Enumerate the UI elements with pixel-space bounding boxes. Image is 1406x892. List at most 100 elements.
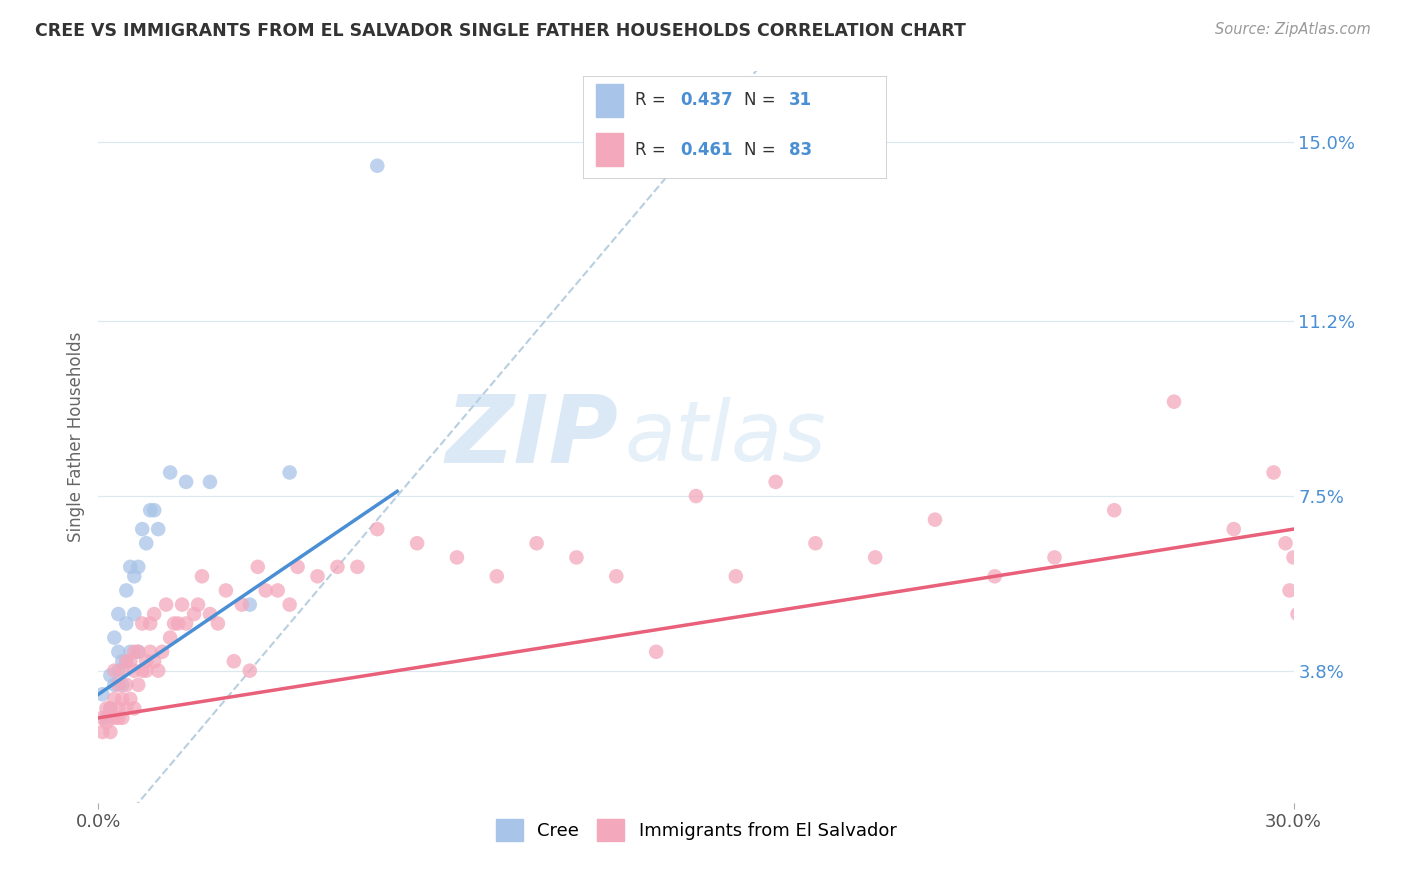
Legend: Cree, Immigrants from El Salvador: Cree, Immigrants from El Salvador — [488, 812, 904, 848]
Point — [366, 159, 388, 173]
Point — [155, 598, 177, 612]
Point — [135, 654, 157, 668]
Point — [254, 583, 277, 598]
Point — [120, 645, 142, 659]
Point — [366, 522, 388, 536]
Point — [167, 616, 190, 631]
Point — [191, 569, 214, 583]
Point — [1274, 536, 1296, 550]
Point — [120, 559, 142, 574]
Point — [91, 687, 114, 701]
Point — [187, 598, 209, 612]
Point — [159, 631, 181, 645]
Point — [131, 664, 153, 678]
Point — [1286, 607, 1309, 621]
Point — [174, 475, 197, 489]
Point — [724, 569, 747, 583]
Point — [984, 569, 1007, 583]
Point — [111, 654, 134, 668]
Point — [124, 569, 146, 583]
Text: 83: 83 — [789, 141, 813, 159]
Text: ZIP: ZIP — [446, 391, 619, 483]
Point — [246, 559, 269, 574]
Point — [150, 645, 173, 659]
Point — [215, 583, 238, 598]
Point — [267, 583, 290, 598]
Text: N =: N = — [744, 141, 780, 159]
Point — [103, 664, 125, 678]
Point — [1278, 583, 1301, 598]
Point — [605, 569, 627, 583]
Point — [1223, 522, 1246, 536]
Point — [111, 678, 134, 692]
Point — [1043, 550, 1066, 565]
Point — [198, 607, 221, 621]
Point — [107, 711, 129, 725]
Point — [115, 616, 138, 631]
Point — [174, 616, 197, 631]
Bar — [596, 133, 623, 166]
Point — [107, 701, 129, 715]
Point — [115, 701, 138, 715]
Point — [346, 559, 368, 574]
Point — [124, 701, 146, 715]
Point — [446, 550, 468, 565]
Point — [120, 654, 142, 668]
Point — [98, 725, 122, 739]
Point — [135, 536, 157, 550]
Text: R =: R = — [636, 141, 671, 159]
Point — [143, 654, 166, 668]
Point — [135, 664, 157, 678]
Point — [127, 678, 149, 692]
Point — [139, 616, 162, 631]
Point — [307, 569, 329, 583]
Point — [804, 536, 827, 550]
Point — [115, 654, 138, 668]
Point — [222, 654, 245, 668]
Point — [115, 583, 138, 598]
Point — [115, 654, 138, 668]
Point — [91, 711, 114, 725]
Point — [143, 503, 166, 517]
Text: atlas: atlas — [624, 397, 825, 477]
Point — [124, 645, 146, 659]
Point — [565, 550, 588, 565]
Text: N =: N = — [744, 92, 780, 110]
Point — [239, 598, 262, 612]
Point — [278, 466, 301, 480]
Point — [98, 701, 122, 715]
Point — [107, 645, 129, 659]
Point — [143, 607, 166, 621]
Point — [98, 668, 122, 682]
Point — [1291, 559, 1313, 574]
Point — [148, 664, 170, 678]
Point — [278, 598, 301, 612]
Bar — [596, 84, 623, 117]
Point — [172, 598, 194, 612]
Point — [865, 550, 887, 565]
Point — [1104, 503, 1126, 517]
Point — [645, 645, 668, 659]
Point — [183, 607, 205, 621]
Point — [96, 711, 118, 725]
Point — [127, 559, 149, 574]
Point — [111, 692, 134, 706]
Point — [526, 536, 548, 550]
Point — [107, 664, 129, 678]
Point — [124, 664, 146, 678]
Point — [131, 522, 153, 536]
Point — [765, 475, 787, 489]
Point — [103, 678, 125, 692]
Text: Source: ZipAtlas.com: Source: ZipAtlas.com — [1215, 22, 1371, 37]
Point — [406, 536, 429, 550]
Point — [148, 522, 170, 536]
Text: CREE VS IMMIGRANTS FROM EL SALVADOR SINGLE FATHER HOUSEHOLDS CORRELATION CHART: CREE VS IMMIGRANTS FROM EL SALVADOR SING… — [35, 22, 966, 40]
Point — [207, 616, 229, 631]
Point — [139, 645, 162, 659]
Text: R =: R = — [636, 92, 671, 110]
Point — [111, 664, 134, 678]
Point — [1263, 466, 1285, 480]
Point — [98, 701, 122, 715]
Point — [96, 715, 118, 730]
Point — [107, 607, 129, 621]
